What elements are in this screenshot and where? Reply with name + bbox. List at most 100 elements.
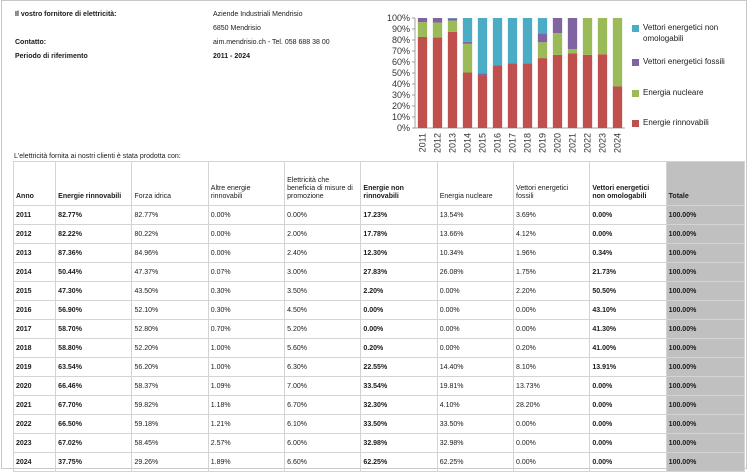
- cell-nuclear: 0.00%: [437, 282, 513, 301]
- cell-hydro: 52.20%: [132, 339, 208, 358]
- cell-fossil: 0.20%: [514, 339, 590, 358]
- legend-swatch-renewable: [632, 120, 639, 127]
- cell-hydro: 58.37%: [132, 377, 208, 396]
- cell-fossil: 28.20%: [514, 396, 590, 415]
- bar-segment-energia-nucleare: [583, 18, 592, 55]
- header-other-renewable: Altre energie rinnovabili: [208, 162, 284, 206]
- x-tick-label: 2019: [538, 133, 548, 153]
- bar-segment-energie-rinnovabili: [493, 65, 502, 128]
- cell-non-attributable: 0.00%: [590, 453, 666, 472]
- cell-nuclear: 13.66%: [437, 225, 513, 244]
- cell-year: 2012: [14, 225, 56, 244]
- cell-hydro: 84.96%: [132, 244, 208, 263]
- cell-year: 2017: [14, 320, 56, 339]
- bar-segment-vettori-energetici-fossili: [568, 18, 577, 49]
- legend-swatch-non-attributable: [632, 25, 639, 32]
- cell-non-attributable: 0.00%: [590, 225, 666, 244]
- cell-other-renewable: 0.00%: [208, 244, 284, 263]
- bar-segment-vettori-energetici-fossili: [553, 18, 562, 33]
- cell-non-attributable: 50.50%: [590, 282, 666, 301]
- cell-nuclear: 4.10%: [437, 396, 513, 415]
- cell-promoted: 5.20%: [285, 320, 361, 339]
- table-header-row: Anno Energie rinnovabili Forza idrica Al…: [14, 162, 745, 206]
- cell-fossil: 4.12%: [514, 225, 590, 244]
- header-non-renewable: Energie non rinnovabili: [361, 162, 437, 206]
- cell-nuclear: 0.00%: [437, 301, 513, 320]
- cell-other-renewable: 0.00%: [208, 206, 284, 225]
- cell-hydro: 52.80%: [132, 320, 208, 339]
- cell-other-renewable: 1.09%: [208, 377, 284, 396]
- bar-segment-energie-rinnovabili: [583, 55, 592, 128]
- cell-fossil: 0.00%: [514, 453, 590, 472]
- header-renewable: Energie rinnovabili: [56, 162, 132, 206]
- cell-promoted: 2.40%: [285, 244, 361, 263]
- cell-fossil: 0.00%: [514, 415, 590, 434]
- bar-segment-energia-nucleare: [418, 22, 427, 37]
- bar-segment-energia-nucleare: [463, 44, 472, 73]
- bar-segment-energie-rinnovabili: [523, 63, 532, 128]
- y-tick-label: 90%: [392, 24, 410, 34]
- cell-hydro: 47.37%: [132, 263, 208, 282]
- legend-swatch-nuclear: [632, 90, 639, 97]
- cell-non-renewable: 0.00%: [361, 320, 437, 339]
- bar-segment-energia-nucleare: [568, 49, 577, 54]
- period-value: 2011 - 2024: [213, 52, 250, 61]
- cell-renewable: 82.77%: [56, 206, 132, 225]
- x-tick-label: 2020: [553, 133, 563, 153]
- cell-fossil: 0.00%: [514, 434, 590, 453]
- bar-segment-vettori-energetici-fossili: [448, 18, 457, 20]
- x-tick-label: 2024: [613, 133, 623, 153]
- cell-total: 100.00%: [666, 396, 744, 415]
- header-nuclear: Energia nucleare: [437, 162, 513, 206]
- cell-promoted: 3.50%: [285, 282, 361, 301]
- bar-segment-energie-rinnovabili: [598, 54, 607, 128]
- cell-nuclear: 62.25%: [437, 453, 513, 472]
- cell-fossil: 1.75%: [514, 263, 590, 282]
- cell-year: 2021: [14, 396, 56, 415]
- cell-nuclear: 0.00%: [437, 339, 513, 358]
- cell-fossil: 3.69%: [514, 206, 590, 225]
- cell-non-attributable: 21.73%: [590, 263, 666, 282]
- header-non-attributable: Vettori energetici non omologabili: [590, 162, 666, 206]
- x-tick-label: 2015: [478, 133, 488, 153]
- x-tick-label: 2017: [508, 133, 518, 153]
- cell-other-renewable: 0.70%: [208, 320, 284, 339]
- cell-renewable: 56.90%: [56, 301, 132, 320]
- cell-non-renewable: 33.54%: [361, 377, 437, 396]
- cell-total: 100.00%: [666, 282, 744, 301]
- cell-renewable: 82.22%: [56, 225, 132, 244]
- bar-segment-energia-nucleare: [553, 33, 562, 55]
- cell-other-renewable: 1.18%: [208, 396, 284, 415]
- cell-promoted: 6.60%: [285, 453, 361, 472]
- y-tick-label: 10%: [392, 112, 410, 122]
- bar-segment-energie-rinnovabili: [463, 73, 472, 128]
- cell-fossil: 13.73%: [514, 377, 590, 396]
- cell-non-attributable: 43.10%: [590, 301, 666, 320]
- cell-nuclear: 19.81%: [437, 377, 513, 396]
- cell-non-renewable: 0.00%: [361, 301, 437, 320]
- cell-year: 2018: [14, 339, 56, 358]
- cell-nuclear: 33.50%: [437, 415, 513, 434]
- y-tick-label: 100%: [387, 13, 410, 23]
- cell-nuclear: 26.08%: [437, 263, 513, 282]
- cell-fossil: 0.00%: [514, 301, 590, 320]
- cell-renewable: 87.36%: [56, 244, 132, 263]
- cell-other-renewable: 0.30%: [208, 301, 284, 320]
- cell-total: 100.00%: [666, 301, 744, 320]
- cell-other-renewable: 2.57%: [208, 434, 284, 453]
- cell-other-renewable: 0.30%: [208, 282, 284, 301]
- cell-other-renewable: 0.07%: [208, 263, 284, 282]
- cell-promoted: 6.00%: [285, 434, 361, 453]
- cell-promoted: 6.30%: [285, 358, 361, 377]
- header-total: Totale: [666, 162, 744, 206]
- cell-other-renewable: 1.21%: [208, 415, 284, 434]
- cell-promoted: 6.10%: [285, 415, 361, 434]
- cell-total: 100.00%: [666, 339, 744, 358]
- legend-label-non-attributable: Vettori energetici non omologabili: [643, 22, 747, 44]
- cell-hydro: 43.50%: [132, 282, 208, 301]
